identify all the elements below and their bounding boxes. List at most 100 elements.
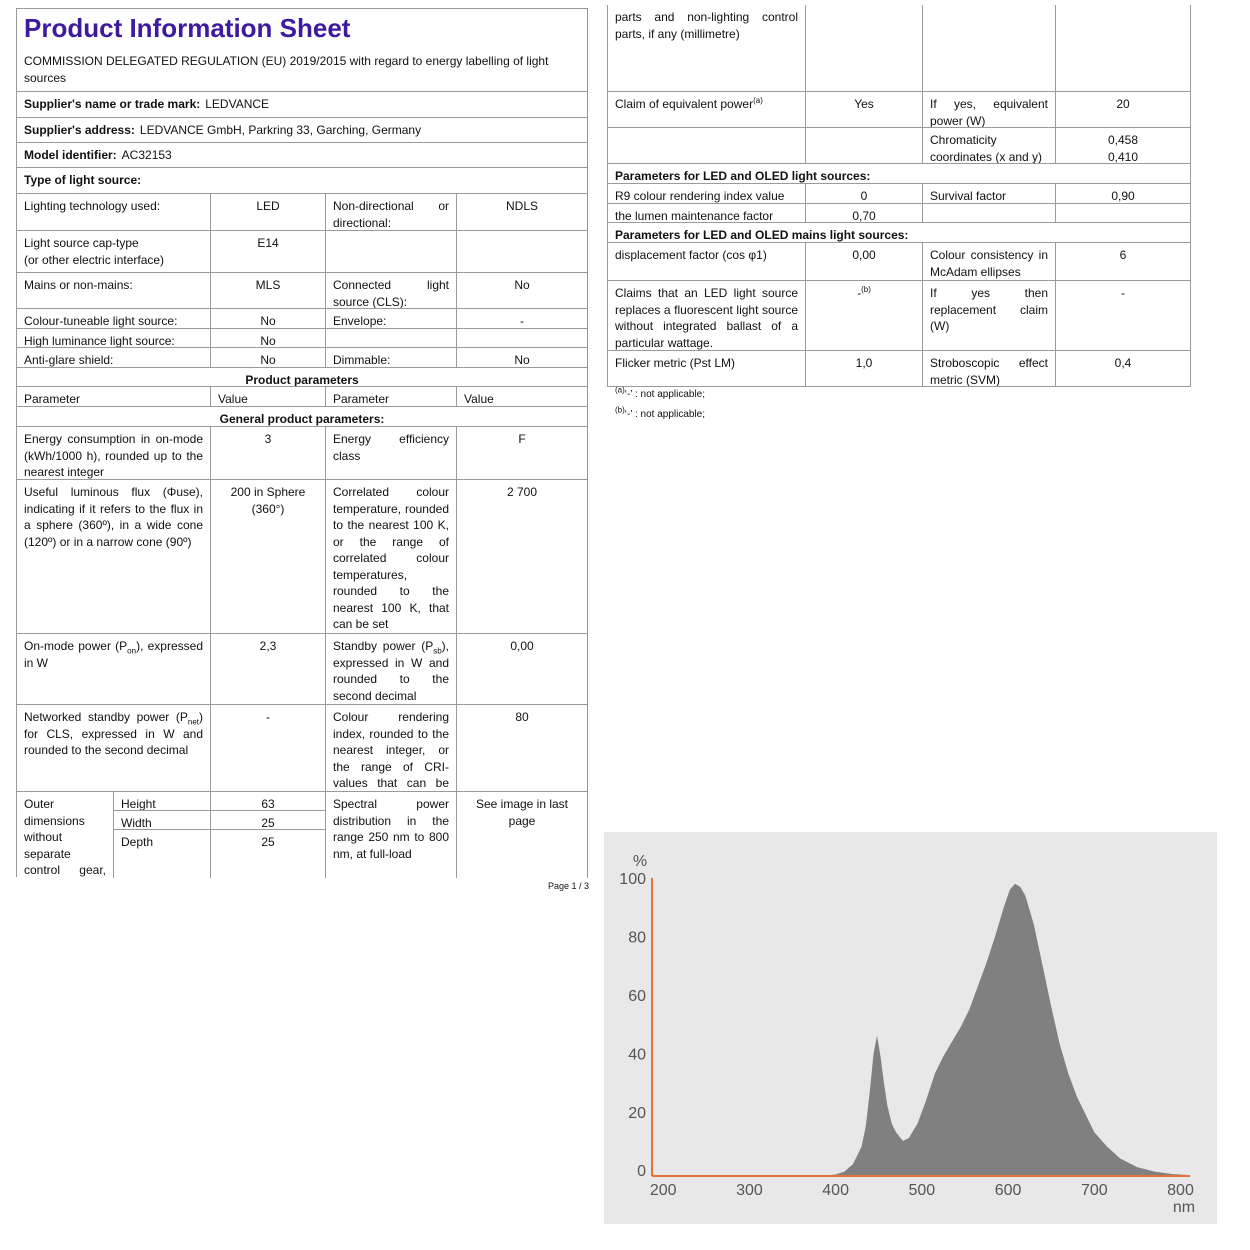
section-heading: Product parameters (16, 367, 588, 387)
cell-text: ‘-’ : not applicable; (624, 389, 706, 400)
table-cell: Networked standby power (Pnet) for CLS, … (16, 704, 211, 792)
cell-text: Depth (121, 835, 154, 849)
info-value: LEDVANCE GmbH, Parkring 33, Garching, Ge… (139, 123, 422, 137)
table-cell: Stroboscopic effect metric (SVM) (922, 350, 1056, 387)
cell-text: (a) (615, 385, 625, 395)
cell-text: Lighting technology used: (24, 199, 161, 213)
table-cell (922, 5, 1056, 92)
table-cell: Colour rendering index, rounded to the n… (325, 704, 457, 792)
cell-text: Survival factor (930, 189, 1007, 203)
cell-text: Height (121, 797, 156, 811)
table-cell: 25 (210, 810, 326, 830)
y-tick-label: 80 (628, 929, 646, 946)
y-axis-label: % (633, 853, 647, 870)
table-cell: Chromaticity coordinates (x and y) (922, 127, 1056, 164)
regulation: COMMISSION DELEGATED REGULATION (EU) 201… (24, 54, 549, 85)
cell-text: 0,90 (1111, 189, 1135, 203)
table-cell: Spectral power distribution in the range… (325, 791, 457, 878)
table-cell: parts and non-lighting control parts, if… (607, 5, 806, 92)
table-cell: 0,4 (1055, 350, 1191, 387)
cell-text: Mains or non-mains: (24, 278, 133, 292)
cell-text: Connected light source (CLS): (333, 278, 449, 309)
cell-text: Light source cap-type (24, 236, 139, 250)
table-cell: R9 colour rendering index value (607, 183, 806, 204)
cell-text: (b) (861, 285, 871, 294)
info-row: Supplier's address: LEDVANCE GmbH, Parkri… (16, 117, 588, 143)
cell-text: Chromaticity coordinates (x and y) (930, 133, 1043, 164)
x-tick-label: 500 (909, 1182, 936, 1199)
table-cell (1055, 203, 1191, 223)
table-cell (805, 127, 923, 164)
footnote: (a)‘-’ : not applicable; (615, 385, 706, 400)
table-cell: LED (210, 193, 326, 231)
cell-text: 0,70 (852, 209, 876, 223)
cell-text: Yes (854, 97, 874, 111)
table-cell: Outer dimensions without separate contro… (16, 791, 114, 877)
table-cell: See image in last page (456, 791, 588, 878)
cell-text: 0,410 (1107, 149, 1139, 164)
table-cell: On-mode power (Pon), expressed in W (16, 633, 211, 705)
table-cell: 200 in Sphere (360°) (210, 479, 326, 634)
cell-text: ) for CLS, expressed in W and rounded to… (24, 710, 203, 757)
cell-text: Claims that an LED light source replaces… (615, 286, 798, 350)
cell-text: - (266, 710, 270, 724)
cell-text: NDLS (505, 199, 538, 213)
cell-line: 0,410 (1063, 149, 1183, 164)
table-cell: Yes (805, 91, 923, 128)
table-cell: 25 (210, 829, 326, 878)
cell-line: Light source cap-type (24, 235, 203, 252)
section-heading: Parameters for LED and OLED light source… (607, 163, 1191, 184)
table-cell: 0,00 (456, 633, 588, 705)
cell-line: 0,458 (1063, 132, 1183, 149)
cell-text: ‘-’ : not applicable; (624, 409, 706, 420)
cell-text: E14 (257, 236, 279, 250)
table-cell (456, 328, 588, 348)
cell-text: 63 (261, 797, 275, 811)
cell-text: High luminance light source: (24, 334, 175, 348)
table-cell: Correlated colour temperature, rounded t… (325, 479, 457, 634)
cell-text: Flicker metric (Pst LM) (615, 356, 735, 370)
cell-line: (or other electric interface) (24, 252, 203, 269)
cell-text: 0 (860, 189, 868, 203)
info-row: Model identifier: AC32153 (16, 142, 588, 168)
cell-text: MLS (255, 278, 281, 292)
table-cell: F (456, 426, 588, 480)
table-cell: MLS (210, 272, 326, 309)
table-cell: NDLS (456, 193, 588, 231)
y-tick-label: 100 (619, 871, 646, 888)
cell-text: displacement factor (cos φ1) (615, 248, 767, 262)
cell-text: Colour-tuneable light source: (24, 314, 178, 328)
table-cell: Dimmable: (325, 347, 457, 368)
table-cell (805, 5, 923, 92)
table-cell: 20 (1055, 91, 1191, 128)
table-cell (1055, 5, 1191, 92)
table-cell: -(b) (805, 280, 923, 351)
info-label: Model identifier: (24, 148, 117, 162)
cell-text: See image in last page (475, 797, 569, 828)
cell-text: 1,0 (855, 356, 873, 370)
table-cell: 63 (210, 791, 326, 811)
cell-text: No (514, 353, 530, 367)
page-number: Page 1 / 3 (548, 881, 590, 891)
table-cell: Energy consumption in on-mode (kWh/1000 … (16, 426, 211, 480)
table-cell: Colour consistency in McAdam ellipses (922, 242, 1056, 281)
cell-text: Parameter (24, 392, 81, 406)
info-label: Supplier's name or trade mark: (24, 97, 201, 111)
table-cell: Width (113, 810, 211, 830)
y-tick-label: 60 (628, 988, 646, 1005)
table-cell: Useful luminous flux (Φuse), indicating … (16, 479, 211, 634)
table-cell: Survival factor (922, 183, 1056, 204)
cell-text: No (260, 353, 276, 367)
table-cell: Claims that an LED light source replaces… (607, 280, 806, 351)
info-value: AC32153 (121, 148, 172, 162)
table-cell: the lumen maintenance factor (607, 203, 806, 223)
cell-text: 0,00 (510, 639, 534, 653)
y-tick-label: 20 (628, 1105, 646, 1122)
x-tick-label: 700 (1081, 1182, 1108, 1199)
y-tick-label: 40 (628, 1046, 646, 1063)
sheet-title: Product Information Sheet (24, 13, 351, 43)
x-tick-label: 300 (736, 1182, 763, 1199)
cell-text: 25 (261, 835, 275, 849)
cell-text: Useful luminous flux (Φuse), indicating … (24, 485, 203, 549)
